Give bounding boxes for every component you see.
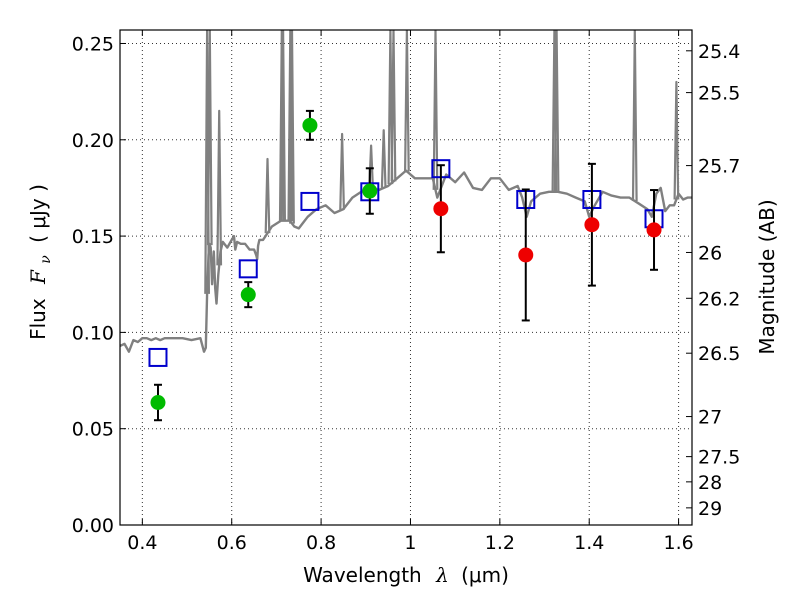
y-axis-label-symbol: F (26, 269, 50, 285)
observed-photometry-point (646, 222, 662, 238)
y-tick-label: 0.10 (72, 322, 114, 344)
y-axis-label-unit: ( μJy ) (26, 184, 50, 243)
emission-line (216, 109, 223, 266)
y2-tick-label: 25.7 (698, 156, 740, 178)
x-tick-label: 1.2 (485, 532, 515, 554)
y2-tick-label: 27.5 (698, 447, 740, 469)
model-photometry-square (148, 347, 168, 367)
emission-line (404, 30, 410, 172)
x-axis-label-unit: (μm) (461, 563, 509, 587)
y-tick-label: 0.20 (72, 130, 114, 152)
observed-photometry-point (240, 287, 256, 303)
y2-tick-label: 26.5 (698, 343, 740, 365)
observed-photometry-point (150, 395, 166, 411)
markers (148, 109, 664, 422)
y2-tick-label: 29 (698, 498, 722, 520)
emission-line (380, 129, 387, 188)
y-tick-label: 0.00 (72, 515, 114, 537)
observed-photometry-point (362, 183, 378, 199)
emission-line (432, 30, 439, 190)
model-photometry-square (300, 191, 320, 211)
y-tick-label: 0.15 (72, 226, 114, 248)
x-tick-label: 0.6 (217, 532, 247, 554)
y2-tick-label: 25.5 (698, 83, 740, 105)
emission-line (289, 30, 295, 224)
emission-line (631, 30, 638, 202)
emission-line (206, 30, 213, 246)
x-axis-label-symbol: λ (435, 563, 449, 587)
x-axis-label: Wavelength λ (μm) (303, 563, 509, 587)
x-tick-label: 0.4 (127, 532, 157, 554)
emission-line (390, 30, 397, 182)
y2-tick-label: 26 (698, 242, 722, 264)
plot-area (120, 30, 692, 353)
y-tick-label: 0.05 (72, 419, 114, 441)
plot-frame (119, 29, 693, 526)
observed-photometry-point (518, 247, 534, 263)
observed-photometry-point (433, 201, 449, 217)
model-photometry-square (238, 259, 258, 279)
emission-line (339, 132, 345, 210)
observed-photometry-point (302, 117, 318, 133)
y2-tick-label: 27 (698, 407, 722, 429)
y2-tick-label: 25.4 (698, 41, 740, 63)
x-tick-label: 1 (404, 532, 416, 554)
observed-photometry-point (584, 217, 600, 233)
y-axis-label-text: Flux (26, 298, 50, 340)
x-tick-label: 1.4 (574, 532, 604, 554)
y2-tick-label: 26.2 (698, 288, 740, 310)
emission-line (673, 80, 680, 200)
y-axis-label-subscript: ν (38, 255, 54, 264)
emission-line (264, 157, 271, 234)
axis-ticks: 0.4 0.6 0.8 1 1.2 1.4 1.6 0.00 0.05 0.10 0.15 0.20 0… (72, 30, 740, 554)
x-axis-label-text: Wavelength (303, 563, 422, 587)
emission-line (553, 30, 560, 192)
x-tick-label: 0.8 (306, 532, 336, 554)
y2-tick-label: 28 (698, 472, 722, 494)
x-tick-label: 1.6 (663, 532, 693, 554)
y2-axis-label: Magnitude (AB) (755, 199, 779, 354)
y-tick-label: 0.25 (72, 33, 114, 55)
y-axis-label: Flux F ν ( μJy ) (26, 184, 55, 340)
emission-line (280, 30, 286, 221)
